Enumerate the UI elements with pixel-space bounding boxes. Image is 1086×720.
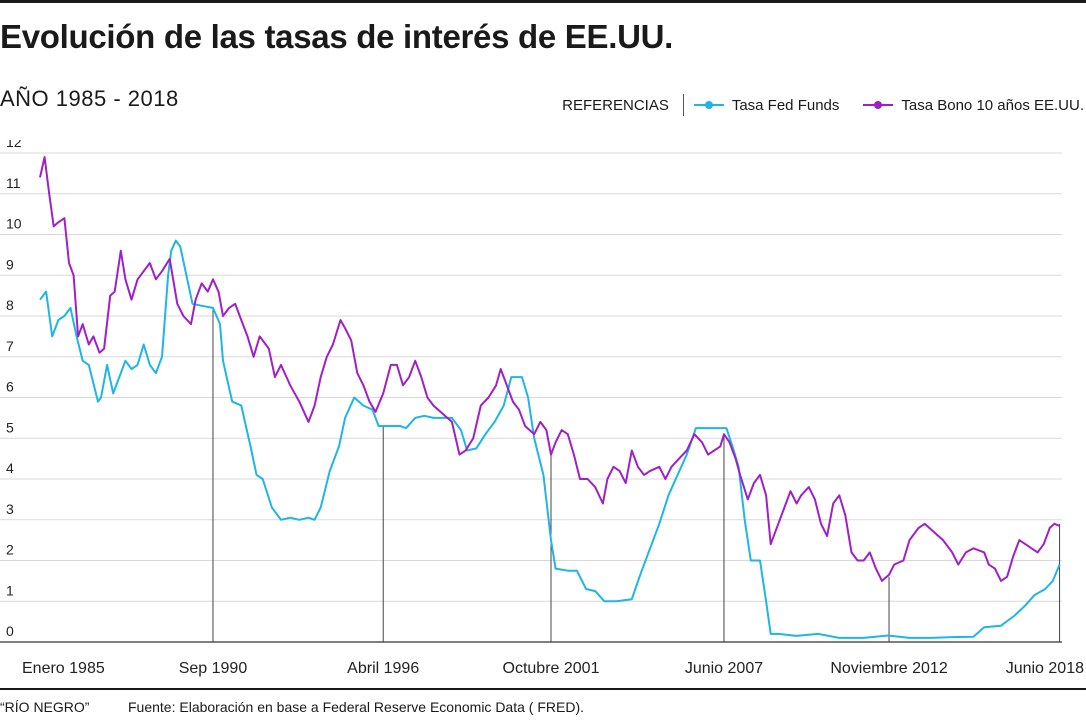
x-tick-label-3: Octubre 2001: [503, 660, 600, 677]
y-tick-label-10: 10: [6, 216, 22, 232]
legend: REFERENCIAS Tasa Fed Funds Tasa Bono 10 …: [562, 94, 1084, 116]
legend-divider: [682, 94, 684, 116]
y-tick-label-4: 4: [6, 460, 14, 476]
series-line-bono-10: [39, 156, 1060, 582]
series-line-fed-funds: [39, 239, 1061, 639]
x-tick-label-4: Junio 2007: [685, 660, 763, 677]
x-tick-label-5: Noviembre 2012: [830, 660, 948, 677]
y-tick-label-2: 2: [6, 542, 14, 558]
y-tick-label-6: 6: [6, 379, 14, 395]
y-tick-label-1: 1: [6, 582, 14, 598]
source-text: Fuente: Elaboración en base a Federal Re…: [128, 699, 584, 715]
y-tick-label-5: 5: [6, 419, 14, 435]
top-rule: [0, 0, 1086, 3]
x-tick-label-0: Enero 1985: [22, 660, 105, 677]
y-tick-label-3: 3: [6, 501, 14, 517]
credit-text: “RÍO NEGRO”: [0, 699, 90, 715]
date-marker-lines: [212, 307, 1061, 642]
y-tick-label-12: 12: [6, 140, 22, 150]
y-tick-label-0: 0: [6, 623, 14, 639]
legend-item-bono-10: Tasa Bono 10 años EE.UU.: [863, 97, 1084, 114]
chart-title: Evolución de las tasas de interés de EE.…: [0, 18, 674, 55]
chart-subtitle: AÑO 1985 - 2018: [0, 86, 179, 111]
grid-lines: [0, 152, 1062, 643]
legend-text-bono-10: Tasa Bono 10 años EE.UU.: [901, 96, 1084, 114]
x-tick-label-6: Junio 2018: [1006, 660, 1084, 677]
x-tick-labels: Enero 1985 Sep 1990 Abril 1996 Octubre 2001…: [22, 660, 1084, 677]
y-tick-label-9: 9: [6, 256, 14, 272]
y-tick-label-11: 11: [6, 175, 21, 191]
legend-swatch-bono-10: [863, 101, 894, 109]
y-tick-label-8: 8: [6, 297, 14, 313]
series-lines: [39, 156, 1061, 639]
x-tick-label-2: Abril 1996: [347, 660, 419, 677]
legend-item-fed-funds: Tasa Fed Funds: [693, 96, 840, 114]
bottom-rule: [0, 688, 1086, 690]
legend-text-fed-funds: Tasa Fed Funds: [731, 96, 840, 114]
x-tick-label-1: Sep 1990: [179, 660, 248, 677]
legend-swatch-fed-funds: [693, 101, 724, 109]
y-tick-label-7: 7: [6, 338, 14, 354]
legend-label: REFERENCIAS: [562, 96, 669, 114]
